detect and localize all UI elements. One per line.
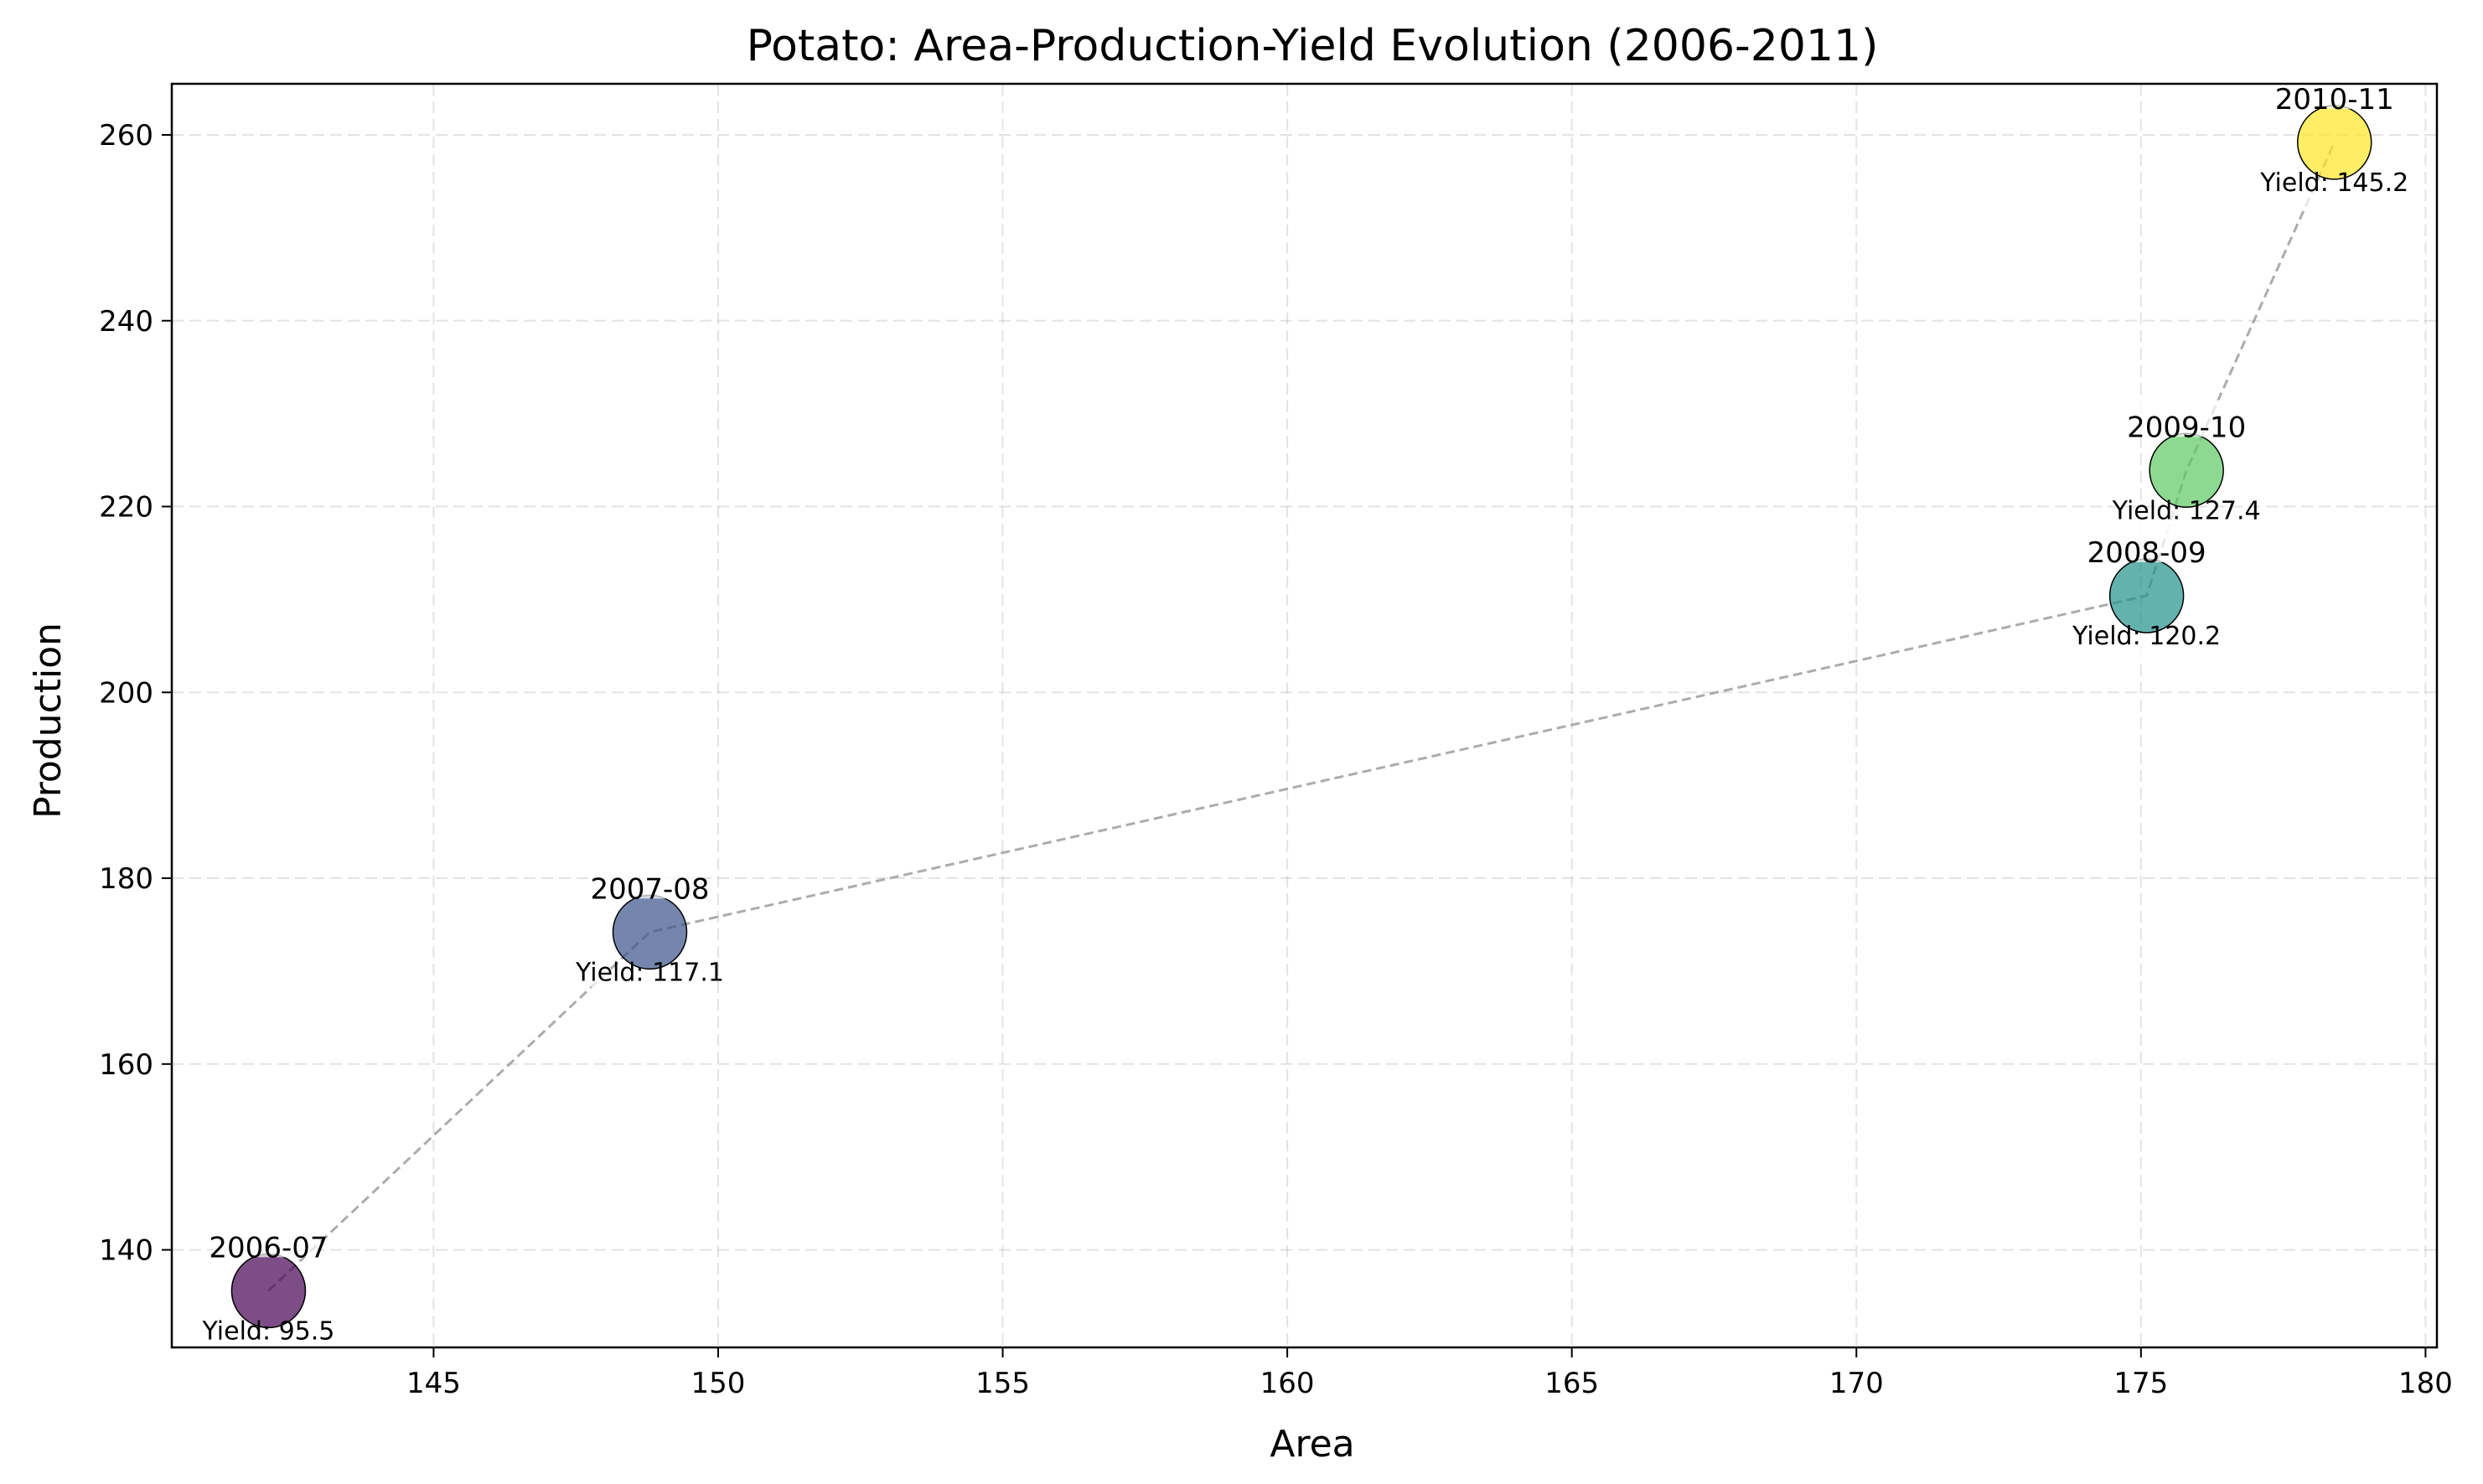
plot-frame (170, 82, 2439, 1349)
x-tick-label: 180 (2398, 1367, 2453, 1400)
x-tick-label: 150 (691, 1367, 746, 1400)
chart-title: Potato: Area-Production-Yield Evolution … (747, 21, 1879, 71)
ticks-layer: 145 150 155 160 165 170 175 180 140 160 180 200 220 2… (99, 119, 2453, 1400)
y-tick-label: 240 (99, 305, 153, 339)
y-axis-label: Production (27, 623, 70, 819)
yield-label-background (210, 1329, 328, 1360)
connector-layer (267, 142, 2336, 1292)
yield-label: Yield: 95.5 (202, 1316, 335, 1346)
x-tick-label: 160 (1260, 1367, 1315, 1400)
x-tick-label: 145 (406, 1367, 461, 1400)
y-tick-label: 220 (99, 491, 153, 525)
point-label-background (2134, 400, 2239, 437)
x-tick-label: 165 (1544, 1367, 1599, 1400)
grid-layer (172, 84, 2437, 1347)
x-axis-label: Area (1270, 1423, 1354, 1466)
x-tick-label: 175 (2113, 1367, 2168, 1400)
yield-label: Yield: 120.2 (2072, 622, 2221, 651)
yield-label-background (2087, 633, 2206, 664)
points-layer (230, 105, 2372, 1329)
y-tick-label: 180 (99, 862, 153, 896)
x-tick-label: 155 (975, 1367, 1030, 1400)
y-tick-label: 200 (99, 676, 153, 710)
yield-label-background (591, 970, 709, 1001)
labels-layer: 2006-07 Yield: 95.5 2007-08 Yield: 117.1 200… (202, 71, 2408, 1360)
yield-label: Yield: 127.4 (2112, 496, 2261, 525)
y-tick-label: 160 (99, 1048, 153, 1082)
point-label: 2006-07 (209, 1231, 328, 1264)
point-label-background (216, 1220, 321, 1258)
point-label: 2008-09 (2087, 536, 2206, 570)
yield-label: Yield: 117.1 (575, 958, 724, 987)
y-tick-label: 260 (99, 119, 153, 153)
yield-label-background (2128, 509, 2246, 540)
x-tick-label: 170 (1829, 1367, 1884, 1400)
point-label-background (2282, 71, 2387, 109)
yield-label-background (2275, 180, 2393, 211)
yield-label: Yield: 145.2 (2259, 168, 2408, 198)
point-label: 2007-08 (590, 872, 709, 906)
point-label: 2009-10 (2127, 411, 2246, 444)
point-label: 2010-11 (2275, 83, 2394, 116)
trend-connector-line (267, 142, 2336, 1292)
y-tick-label: 140 (99, 1234, 153, 1268)
point-label-background (597, 861, 702, 899)
